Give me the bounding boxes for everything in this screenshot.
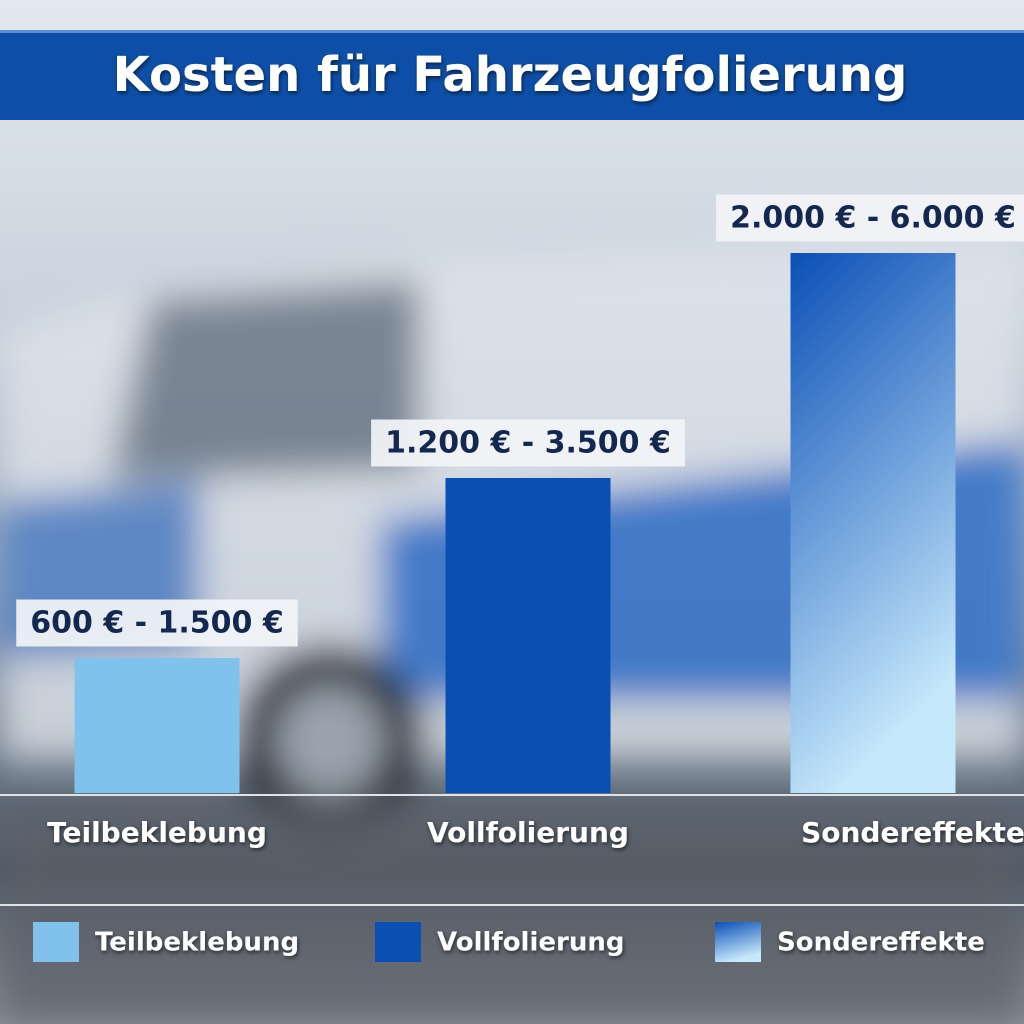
bar <box>445 478 611 793</box>
bar <box>790 253 956 793</box>
bar <box>74 658 240 793</box>
x-tick-label: Sondereffekte <box>801 816 1024 849</box>
legend-swatch <box>375 922 421 962</box>
legend-swatch <box>715 922 761 962</box>
legend-swatch <box>33 922 79 962</box>
value-label: 2.000 € - 6.000 € <box>730 201 1016 236</box>
title-banner-edge <box>0 30 1024 33</box>
chart-title: Kosten für Fahrzeugfolierung <box>113 47 908 103</box>
legend-label: Teilbeklebung <box>95 928 299 958</box>
value-label-box <box>371 419 685 467</box>
value-label: 600 € - 1.500 € <box>30 606 284 641</box>
x-tick-label: Teilbeklebung <box>47 816 267 849</box>
value-label-box <box>716 194 1024 242</box>
title-banner <box>0 30 1024 120</box>
legend-label: Sondereffekte <box>777 928 985 958</box>
x-tick-label: Vollfolierung <box>427 816 629 849</box>
legend-label: Vollfolierung <box>437 928 624 958</box>
value-label-box <box>16 599 298 647</box>
value-label: 1.200 € - 3.500 € <box>385 426 671 461</box>
